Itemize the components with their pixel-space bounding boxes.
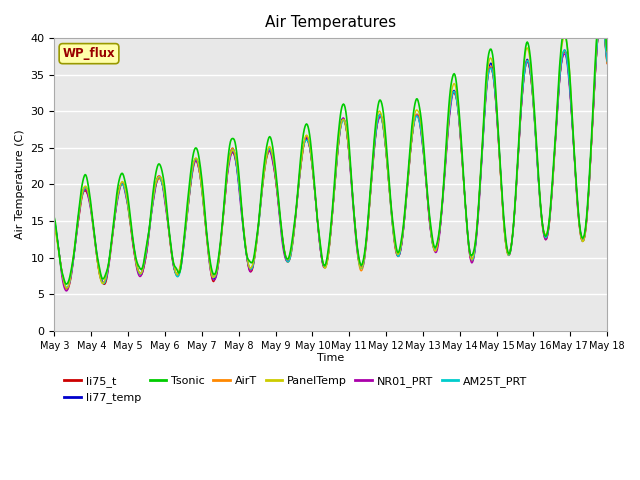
li77_temp [204,239,211,245]
AM25T_PRT [61,280,68,286]
NR01_PRT [118,180,126,186]
li75_t [399,234,406,240]
AirT [63,287,70,293]
Tsonic [399,228,406,234]
AirT [604,60,611,66]
NR01_PRT [61,285,68,291]
AirT [399,230,406,236]
Tsonic [63,281,70,287]
Title: Air Temperatures: Air Temperatures [265,15,396,30]
Tsonic [604,48,611,53]
PanelTemp [415,109,422,115]
AirT [595,28,603,34]
li77_temp [174,272,182,277]
li75_t [604,60,611,66]
li77_temp [51,220,58,226]
NR01_PRT [604,57,611,63]
Tsonic [204,237,211,243]
li75_t [415,116,422,122]
Y-axis label: Air Temperature (C): Air Temperature (C) [15,130,25,240]
NR01_PRT [204,242,211,248]
li77_temp [415,115,422,120]
AM25T_PRT [118,181,126,187]
li75_t [204,240,211,246]
Tsonic [118,170,126,176]
li77_temp [63,285,70,291]
Line: Tsonic: Tsonic [54,31,607,284]
PanelTemp [399,232,406,238]
li75_t [63,286,70,292]
AM25T_PRT [415,117,422,123]
Tsonic [51,216,58,221]
PanelTemp [63,285,70,291]
NR01_PRT [174,270,182,276]
Tsonic [415,101,422,107]
Line: AM25T_PRT: AM25T_PRT [54,31,607,288]
Line: NR01_PRT: NR01_PRT [54,31,607,291]
Tsonic [61,278,68,284]
AM25T_PRT [63,285,70,290]
li75_t [61,282,68,288]
li77_temp [61,282,68,288]
PanelTemp [604,49,611,55]
PanelTemp [204,240,211,246]
Legend: li75_t, li77_temp, Tsonic, AirT, PanelTemp, NR01_PRT, AM25T_PRT: li75_t, li77_temp, Tsonic, AirT, PanelTe… [60,372,531,408]
Tsonic [174,269,182,275]
Line: li77_temp: li77_temp [54,31,607,288]
NR01_PRT [63,288,70,294]
PanelTemp [174,270,182,276]
AM25T_PRT [595,28,603,34]
li75_t [118,180,126,186]
li77_temp [604,58,611,64]
PanelTemp [51,224,58,230]
li77_temp [595,28,603,34]
Line: li75_t: li75_t [54,31,607,289]
AirT [51,221,58,227]
AirT [118,181,126,187]
li77_temp [118,180,126,186]
li75_t [595,28,603,34]
AM25T_PRT [204,241,211,247]
PanelTemp [118,179,126,184]
AM25T_PRT [604,59,611,64]
li75_t [51,221,58,227]
X-axis label: Time: Time [317,353,344,363]
Tsonic [593,28,601,34]
AM25T_PRT [399,233,406,239]
AirT [415,114,422,120]
li77_temp [399,233,406,239]
NR01_PRT [595,28,603,34]
AM25T_PRT [174,274,182,279]
Text: WP_flux: WP_flux [63,47,115,60]
AirT [174,272,182,278]
Line: PanelTemp: PanelTemp [54,31,607,288]
NR01_PRT [415,115,422,121]
li75_t [174,273,182,279]
AirT [61,283,68,288]
NR01_PRT [51,218,58,224]
PanelTemp [594,28,602,34]
AirT [204,241,211,247]
PanelTemp [61,281,68,287]
NR01_PRT [399,233,406,239]
Line: AirT: AirT [54,31,607,290]
AM25T_PRT [51,217,58,223]
